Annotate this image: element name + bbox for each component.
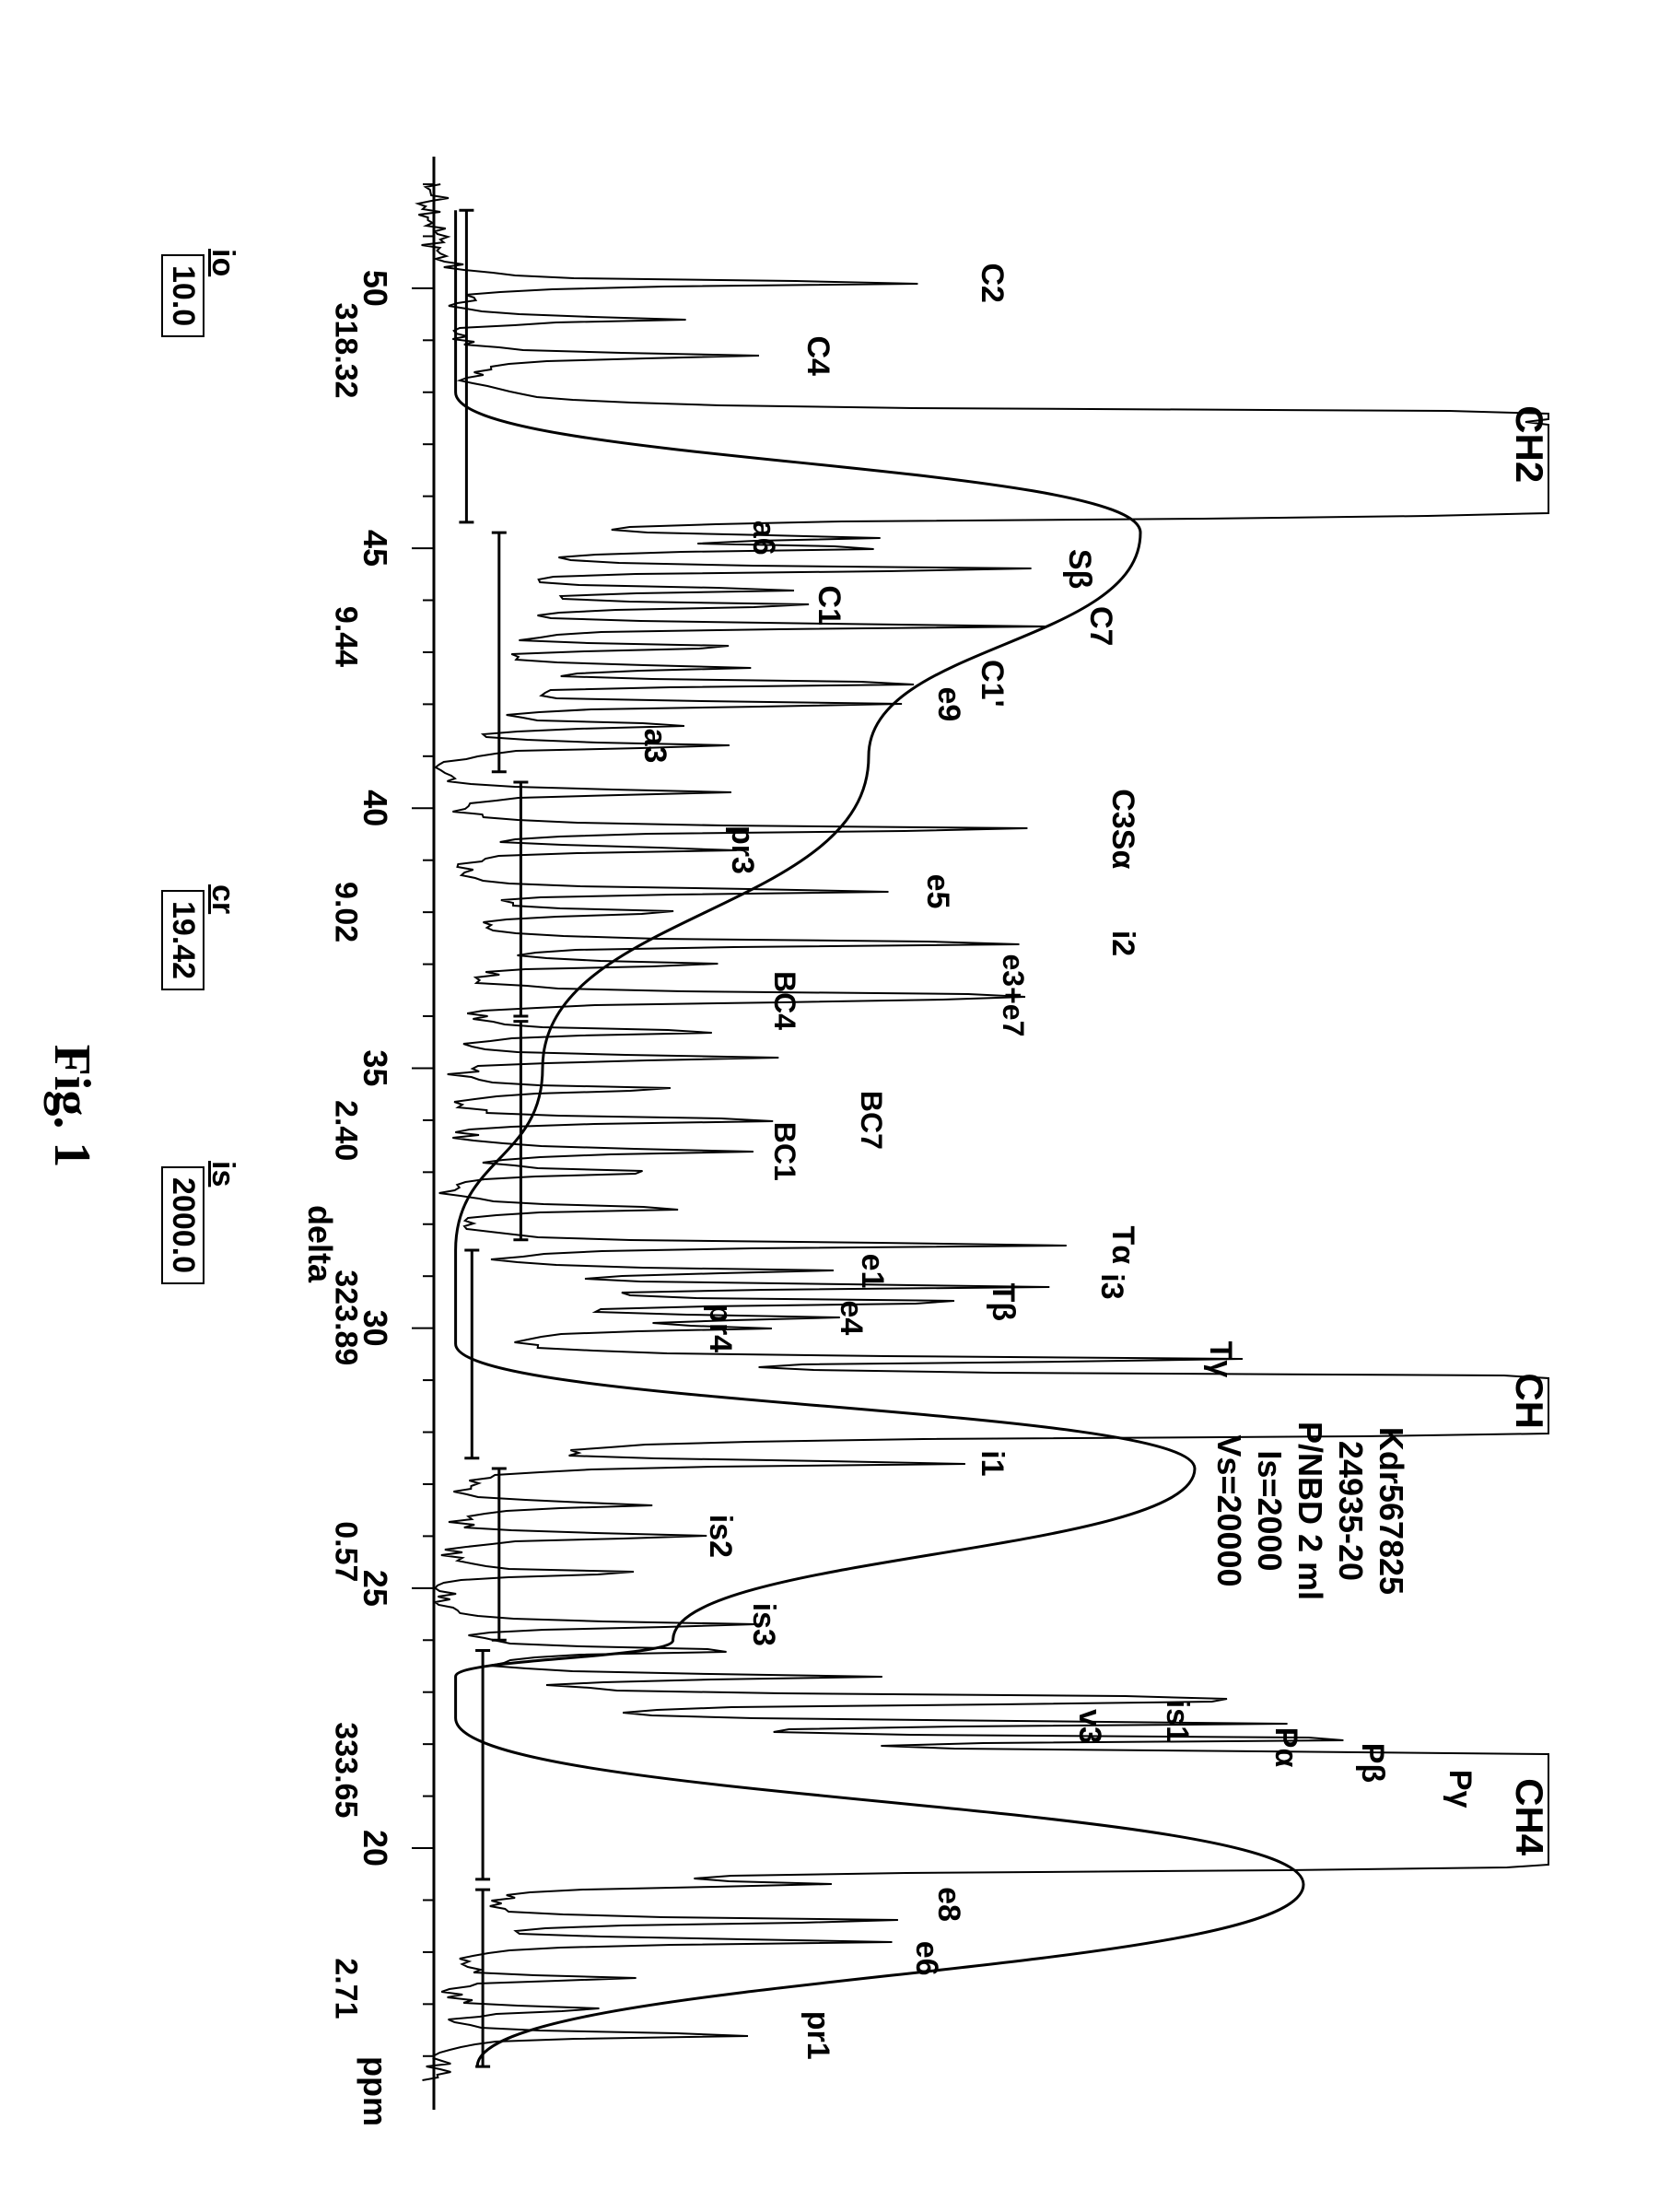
peak-label: C4 [800,336,835,376]
integral-value: 9.02 [328,882,364,942]
peak-label: e1 [854,1254,890,1289]
peak-label: Pγ [1442,1770,1478,1808]
nmr-spectrum-svg [0,0,1659,2212]
peak-label: Pα [1268,1727,1303,1768]
peak-label: Tα [1104,1225,1140,1264]
peak-label: Sβ [1061,549,1097,589]
peak-label: pr4 [702,1304,738,1352]
param-value-box: 19.42 [161,890,204,990]
peak-label: e4 [833,1300,869,1335]
param-label: io [204,249,240,337]
peak-label: e8 [930,1887,966,1922]
param-label: cr [204,884,240,990]
peak-label: BC1 [767,1122,801,1181]
peak-label: is3 [745,1603,781,1646]
peak-label: a6 [745,521,781,556]
peak-label: Pβ [1354,1743,1390,1783]
integral-value: 323.89 [328,1270,364,1365]
peak-label: is2 [702,1515,738,1558]
param-value-box: 2000.0 [161,1166,204,1284]
integral-value: 0.57 [328,1521,364,1582]
peak-label: i1 [974,1450,1010,1476]
integral-value: 2.40 [328,1100,364,1161]
peak-label: pr1 [800,2011,835,2060]
xtick-label: 40 [356,790,394,826]
peak-label: i2 [1104,930,1140,956]
peak-label: is1 [1159,1700,1195,1743]
integral-value: 2.71 [328,1958,364,2019]
integral-value: 9.44 [328,606,364,667]
param-label: is [204,1161,240,1284]
peak-label: C1 [811,585,847,625]
group-label-ch: CH [1507,1373,1551,1429]
xtick-label: 45 [356,530,394,567]
peak-label: C2 [974,263,1010,302]
meta-line: P/NBD 2 ml [1291,1422,1329,1600]
peak-label: C7 [1082,606,1118,646]
xtick-label: 50 [356,270,394,307]
group-label-ch2: CH2 [1507,405,1551,483]
figure-caption: Fig. 1 [42,1045,101,1168]
param-value-box: 10.0 [161,254,204,337]
peak-label: Tβ [985,1283,1021,1322]
integral-value: 333.65 [328,1722,364,1818]
peak-label: i3 [1093,1273,1129,1299]
peak-label: v3 [1071,1709,1107,1744]
meta-line: Vs=20000 [1209,1434,1248,1586]
meta-line: Is=2000 [1250,1450,1289,1571]
integral-value: 318.32 [328,303,364,399]
peak-label: BC4 [767,971,801,1030]
param-is: is2000.0 [161,1161,240,1284]
peak-label: C3Sα [1104,789,1140,869]
peak-label: e9 [930,686,966,721]
peak-label: e3+e7 [996,954,1030,1037]
peak-label: pr3 [724,825,760,874]
xtick-label: 20 [356,1830,394,1867]
meta-line: Kdr567825 [1372,1427,1410,1595]
peak-label: a3 [637,729,672,764]
peak-label: BC7 [854,1091,888,1150]
peak-label: e5 [919,874,955,909]
xtick-label: 35 [356,1049,394,1086]
param-cr: cr19.42 [161,884,240,990]
x-axis-unit: ppm [356,2056,394,2126]
meta-line: 24935-20 [1331,1441,1370,1581]
param-io: io10.0 [161,249,240,337]
group-label-ch4: CH4 [1507,1778,1551,1855]
peak-label: e6 [908,1941,944,1976]
peak-label: C1' [974,660,1010,708]
peak-label: Tγ [1202,1341,1238,1378]
